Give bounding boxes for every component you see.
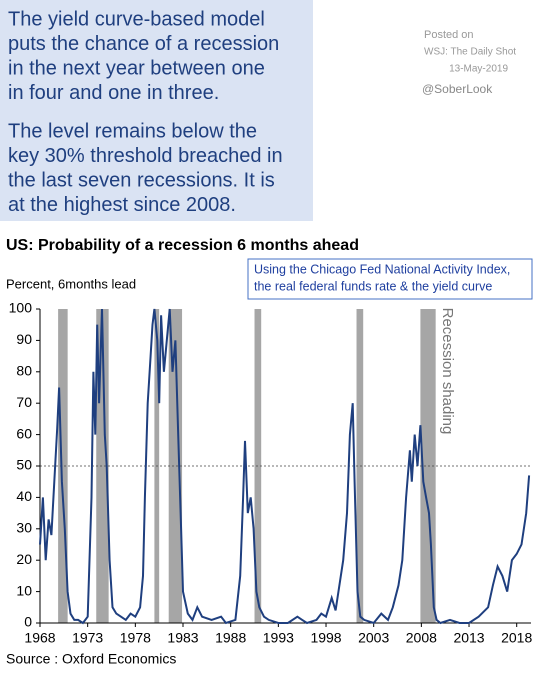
- note-line: the last seven recessions. It is: [8, 169, 275, 191]
- note-line: in four and one in three.: [8, 82, 219, 104]
- posted-source: WSJ: The Daily Shot: [424, 47, 516, 58]
- note-line: at the highest since 2008.: [8, 194, 236, 216]
- note-line: puts the chance of a recession: [8, 33, 279, 55]
- x-tick-label: 1998: [310, 630, 341, 646]
- recession-shading: [356, 309, 364, 623]
- y-tick-label: 70: [16, 394, 32, 410]
- chart-title: US: Probability of a recession 6 months …: [6, 237, 359, 254]
- note-line: in the next year between one: [8, 57, 265, 79]
- handle: @SoberLook: [422, 82, 493, 96]
- legend-line: Using the Chicago Fed National Activity …: [254, 262, 510, 276]
- x-tick-label: 2008: [406, 630, 437, 646]
- x-tick-label: 1968: [24, 630, 55, 646]
- note-line: key 30% threshold breached in: [8, 145, 283, 167]
- y-tick-label: 40: [16, 488, 32, 504]
- x-tick-label: 2013: [453, 630, 484, 646]
- note-box: [0, 0, 313, 221]
- x-tick-label: 1973: [72, 630, 103, 646]
- x-tick-label: 1978: [120, 630, 151, 646]
- note-line: The level remains below the: [8, 120, 257, 142]
- x-tick-label: 2003: [358, 630, 389, 646]
- recession-shading: [58, 309, 68, 623]
- y-tick-label: 60: [16, 425, 32, 441]
- x-tick-label: 2018: [501, 630, 532, 646]
- y-tick-label: 80: [16, 363, 32, 379]
- x-tick-label: 1983: [167, 630, 198, 646]
- x-tick-label: 1993: [263, 630, 294, 646]
- note-line: The yield curve-based model: [8, 8, 265, 30]
- y-axis-label: Percent, 6months lead: [6, 276, 136, 291]
- series-line: [39, 308, 531, 625]
- recession-shading: [168, 309, 183, 623]
- source: Source : Oxford Economics: [6, 651, 176, 667]
- legend-line: the real federal funds rate & the yield …: [254, 279, 492, 293]
- y-tick-label: 0: [24, 614, 32, 630]
- y-tick-label: 100: [9, 300, 33, 316]
- legend-box: [247, 258, 533, 300]
- posted: Posted on: [424, 29, 474, 41]
- posted-date: 13-May-2019: [449, 64, 508, 75]
- y-tick-label: 50: [16, 457, 32, 473]
- x-tick-label: 1988: [215, 630, 246, 646]
- y-tick-label: 30: [16, 520, 32, 536]
- y-tick-label: 10: [16, 582, 32, 598]
- y-tick-label: 90: [16, 331, 32, 347]
- y-tick-label: 20: [16, 551, 32, 567]
- shading-label: Recession shading: [439, 308, 456, 435]
